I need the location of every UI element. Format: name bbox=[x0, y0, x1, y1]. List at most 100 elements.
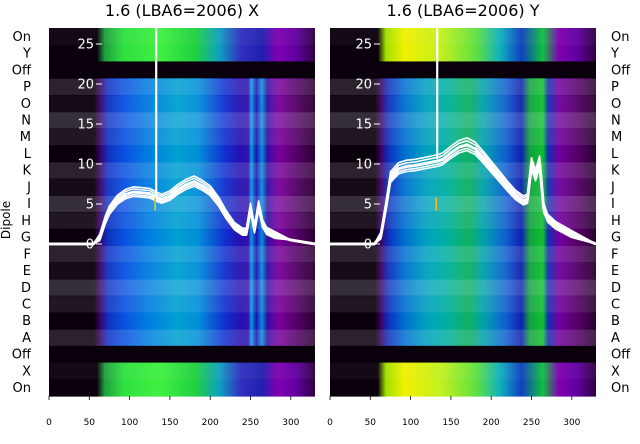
dipole-label-21: On bbox=[13, 381, 31, 396]
overlay-ytick-label-2: 10 bbox=[77, 158, 94, 173]
dipole-label-19: Off bbox=[12, 348, 32, 363]
x-tick-label-3: 150 bbox=[161, 418, 178, 428]
dipole-label-5: N bbox=[611, 114, 621, 129]
heatmap-row-21 bbox=[49, 379, 315, 397]
x-tick-label-1: 50 bbox=[365, 418, 377, 428]
x-tick-label-5: 250 bbox=[242, 418, 259, 428]
dipole-label-14: E bbox=[23, 264, 31, 279]
heatmap-row-0 bbox=[49, 28, 315, 46]
dipole-label-17: B bbox=[611, 314, 620, 329]
spectrum-line-3 bbox=[49, 175, 316, 245]
dipole-label-18: A bbox=[22, 331, 31, 346]
dipole-label-8: K bbox=[22, 164, 31, 179]
dipole-label-15: D bbox=[21, 281, 31, 296]
heatmap-row-20 bbox=[330, 362, 596, 380]
heatmap-row-8 bbox=[49, 161, 315, 180]
heatmap-row-13 bbox=[330, 245, 596, 263]
spectrum-line-4 bbox=[330, 149, 597, 245]
heatmap-row-4 bbox=[330, 94, 596, 113]
overlay-ytick-label-5: 25 bbox=[77, 38, 94, 53]
dipole-label-18: A bbox=[611, 331, 620, 346]
heatmap-row-15 bbox=[49, 278, 315, 297]
overlay-ytick-label-5: 25 bbox=[355, 38, 372, 53]
dipole-label-7: L bbox=[611, 147, 619, 162]
dipole-label-11: H bbox=[611, 214, 621, 229]
dipole-label-19: Off bbox=[611, 348, 631, 363]
dipole-label-0: On bbox=[13, 30, 31, 45]
dipole-label-20: X bbox=[611, 364, 620, 379]
dipole-label-9: J bbox=[26, 180, 31, 195]
heatmap-row-7 bbox=[330, 145, 596, 163]
overlay-ytick-label-4: 20 bbox=[355, 78, 372, 93]
dipole-label-10: I bbox=[611, 197, 615, 212]
heatmap-row-9 bbox=[330, 178, 596, 196]
x-tick-label-0: 0 bbox=[327, 418, 333, 428]
heatmap-row-12 bbox=[49, 228, 315, 247]
dipole-label-5: N bbox=[21, 114, 31, 129]
heatmap-row-19 bbox=[49, 345, 315, 364]
overlay-ytick-label-2: 10 bbox=[355, 158, 372, 173]
x-tick-label-2: 100 bbox=[121, 418, 138, 428]
dipole-label-20: X bbox=[22, 364, 31, 379]
heatmap-row-19 bbox=[330, 345, 596, 364]
heatmap-row-10 bbox=[330, 195, 596, 213]
heatmap-row-11 bbox=[49, 212, 315, 230]
x-tick-label-0: 0 bbox=[46, 418, 52, 428]
heatmap-row-5 bbox=[330, 111, 596, 129]
dipole-label-14: E bbox=[611, 264, 619, 279]
dipole-label-2: Off bbox=[12, 63, 32, 78]
heatmap-row-17 bbox=[330, 312, 596, 330]
dipole-label-13: F bbox=[611, 247, 618, 262]
heatmap-row-6 bbox=[49, 128, 315, 146]
heatmap-row-16 bbox=[330, 295, 596, 313]
heatmap-row-6 bbox=[330, 128, 596, 146]
heatmap-row-18 bbox=[49, 329, 315, 347]
dipole-label-11: H bbox=[21, 214, 31, 229]
x-tick-label-3: 150 bbox=[442, 418, 459, 428]
dipole-label-4: O bbox=[21, 97, 31, 112]
heatmap-row-17 bbox=[49, 312, 315, 330]
heatmap-row-12 bbox=[330, 228, 596, 247]
heatmap-row-14 bbox=[49, 262, 315, 280]
dipole-label-9: J bbox=[610, 180, 615, 195]
overlay-ytick-label-1: 5 bbox=[86, 198, 94, 213]
dipole-label-12: G bbox=[611, 231, 621, 246]
dipole-label-10: I bbox=[27, 197, 31, 212]
dipole-label-0: On bbox=[611, 30, 629, 45]
dipole-label-15: D bbox=[611, 281, 621, 296]
heatmap-row-2 bbox=[330, 61, 596, 79]
dipole-label-7: L bbox=[24, 147, 32, 162]
dipole-label-13: F bbox=[24, 247, 31, 262]
x-tick-label-4: 200 bbox=[483, 418, 500, 428]
dipole-label-3: P bbox=[611, 80, 619, 95]
heatmap-row-2 bbox=[49, 61, 315, 79]
heatmap-row-11 bbox=[330, 212, 596, 230]
heatmap-row-13 bbox=[49, 245, 315, 263]
heatmap-row-15 bbox=[330, 278, 596, 297]
heatmap-row-16 bbox=[49, 295, 315, 313]
dipole-label-21: On bbox=[611, 381, 629, 396]
dipole-label-16: C bbox=[611, 298, 620, 313]
overlay-ytick-label-3: 15 bbox=[77, 118, 94, 133]
heatmap-row-14 bbox=[330, 262, 596, 280]
heatmap-row-4 bbox=[49, 94, 315, 113]
heatmap-row-1 bbox=[330, 44, 596, 63]
chart-title-y: 1.6 (LBA6=2006) Y bbox=[386, 1, 539, 20]
dipole-label-6: M bbox=[20, 130, 31, 145]
dipole-label-1: Y bbox=[610, 47, 619, 62]
heatmap-row-1 bbox=[49, 44, 315, 63]
dipole-label-12: G bbox=[21, 231, 31, 246]
dipole-label-2: Off bbox=[611, 63, 631, 78]
overlay-ytick-label-1: 5 bbox=[364, 198, 372, 213]
x-tick-label-1: 50 bbox=[84, 418, 96, 428]
dipole-label-1: Y bbox=[22, 47, 31, 62]
spectrum-line-2 bbox=[49, 183, 316, 245]
dipole-label-16: C bbox=[22, 298, 31, 313]
dipole-label-3: P bbox=[23, 80, 31, 95]
heatmap-row-3 bbox=[49, 78, 315, 96]
heatmap-row-3 bbox=[330, 78, 596, 96]
